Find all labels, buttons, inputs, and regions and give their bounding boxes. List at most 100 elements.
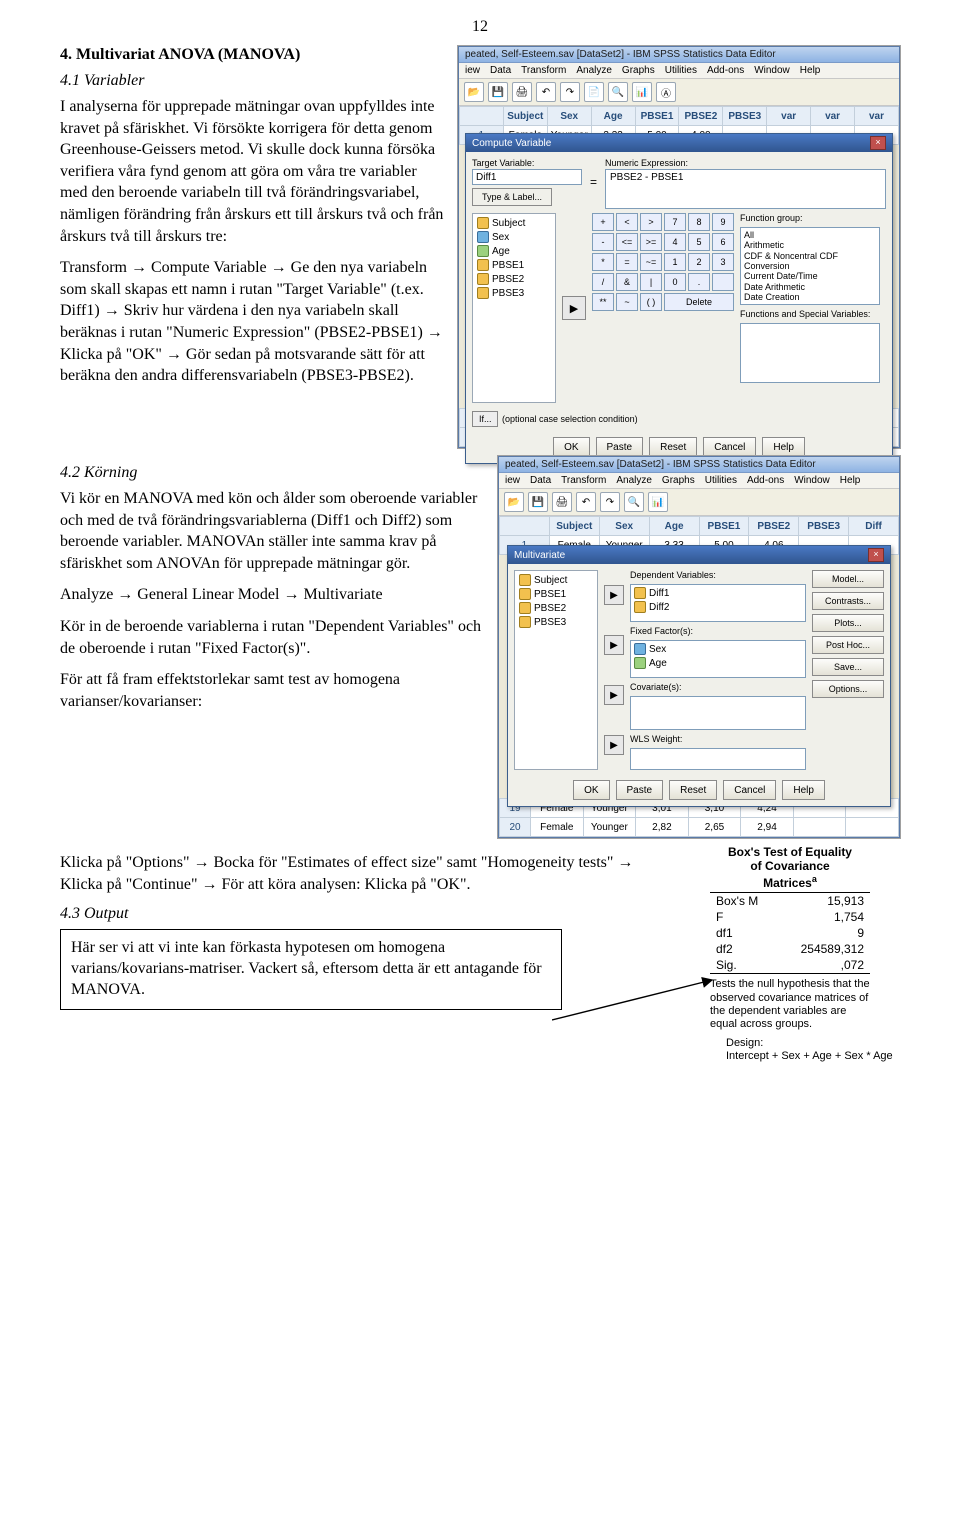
menu-addons[interactable]: Add-ons [707,65,744,76]
chart-icon[interactable]: 📊 [632,82,652,102]
key[interactable]: 3 [712,253,734,271]
grid-cell[interactable]: Female [531,818,584,837]
menu-help[interactable]: Help [840,475,861,486]
fn-group-item[interactable]: Current Date/Time [744,271,876,281]
covariates-box[interactable] [630,696,806,730]
key[interactable]: ~ [616,293,638,311]
move-right-button[interactable]: ▶ [562,296,586,320]
move-to-covariate-button[interactable]: ▶ [604,685,624,705]
close-icon[interactable]: × [870,136,886,150]
help-button[interactable]: Help [782,780,825,800]
key[interactable]: >= [640,233,662,251]
chart-icon[interactable]: 📊 [648,492,668,512]
menu-window[interactable]: Window [754,65,790,76]
key[interactable]: ( ) [640,293,662,311]
ok-button[interactable]: OK [553,437,589,457]
menu-addons[interactable]: Add-ons [747,475,784,486]
grid-cell[interactable] [793,818,846,837]
menu-graphs[interactable]: Graphs [622,65,655,76]
key[interactable]: = [616,253,638,271]
key[interactable]: ** [592,293,614,311]
if-button[interactable]: If... [472,411,498,427]
key[interactable]: - [592,233,614,251]
options-button[interactable]: Options... [812,680,884,698]
key[interactable]: <= [616,233,638,251]
key[interactable]: | [640,273,662,291]
redo-icon[interactable]: ↷ [560,82,580,102]
fn-group-item[interactable]: CDF & Noncentral CDF [744,251,876,261]
dependent-variables-box[interactable]: Diff1 Diff2 [630,584,806,622]
cancel-button[interactable]: Cancel [703,437,756,457]
key[interactable]: 4 [664,233,686,251]
variable-list[interactable]: Subject Sex Age PBSE1 PBSE2 PBSE3 [472,213,556,403]
delete-key[interactable]: Delete [664,293,734,311]
find-icon[interactable]: 🔍 [624,492,644,512]
menu-transform[interactable]: Transform [561,475,606,486]
key[interactable]: . [688,273,710,291]
find-icon[interactable]: 🔍 [608,82,628,102]
key[interactable]: 1 [664,253,686,271]
goto-icon[interactable]: 📄 [584,82,604,102]
fn-group-item[interactable]: Conversion [744,261,876,271]
grid-cell[interactable]: 2,82 [636,818,689,837]
key[interactable]: & [616,273,638,291]
paste-button[interactable]: Paste [596,437,644,457]
ok-button[interactable]: OK [573,780,609,800]
key[interactable] [712,273,734,291]
key[interactable]: 8 [688,213,710,231]
fn-group-item[interactable]: Date Arithmetic [744,282,876,292]
paste-button[interactable]: Paste [616,780,664,800]
key[interactable]: 2 [688,253,710,271]
print-icon[interactable]: 🖨 [512,82,532,102]
grid-cell[interactable]: Younger [583,818,636,837]
key[interactable]: * [592,253,614,271]
open-icon[interactable]: 📂 [504,492,524,512]
numeric-expression-input[interactable]: PBSE2 - PBSE1 [605,169,886,209]
menu-view[interactable]: iew [465,65,480,76]
close-icon[interactable]: × [868,548,884,562]
menu-data[interactable]: Data [530,475,551,486]
move-to-dependent-button[interactable]: ▶ [604,585,624,605]
menu-analyze[interactable]: Analyze [616,475,652,486]
move-to-fixed-button[interactable]: ▶ [604,635,624,655]
redo-icon[interactable]: ↷ [600,492,620,512]
key[interactable]: > [640,213,662,231]
key[interactable]: < [616,213,638,231]
functions-special-list[interactable] [740,323,880,383]
posthoc-button[interactable]: Post Hoc... [812,636,884,654]
value-labels-icon[interactable]: Ⓐ [656,82,676,102]
menu-window[interactable]: Window [794,475,830,486]
model-button[interactable]: Model... [812,570,884,588]
undo-icon[interactable]: ↶ [576,492,596,512]
fn-group-item[interactable]: Date Creation [744,292,876,302]
fixed-factors-box[interactable]: Sex Age [630,640,806,678]
key[interactable]: / [592,273,614,291]
key[interactable]: 6 [712,233,734,251]
menu-view[interactable]: iew [505,475,520,486]
help-button[interactable]: Help [762,437,805,457]
variable-list[interactable]: Subject PBSE1 PBSE2 PBSE3 [514,570,598,770]
fn-group-item[interactable]: All [744,230,876,240]
reset-button[interactable]: Reset [649,437,697,457]
key[interactable]: 7 [664,213,686,231]
undo-icon[interactable]: ↶ [536,82,556,102]
open-icon[interactable]: 📂 [464,82,484,102]
grid-cell[interactable]: 2,94 [741,818,794,837]
save-button[interactable]: Save... [812,658,884,676]
cancel-button[interactable]: Cancel [723,780,776,800]
reset-button[interactable]: Reset [669,780,717,800]
menu-utilities[interactable]: Utilities [665,65,697,76]
plots-button[interactable]: Plots... [812,614,884,632]
key[interactable]: 0 [664,273,686,291]
key[interactable]: ~= [640,253,662,271]
menu-help[interactable]: Help [800,65,821,76]
menu-graphs[interactable]: Graphs [662,475,695,486]
grid-cell[interactable]: 2,65 [688,818,741,837]
fn-group-item[interactable]: Arithmetic [744,240,876,250]
grid-cell[interactable] [846,818,899,837]
move-to-wls-button[interactable]: ▶ [604,735,624,755]
menu-data[interactable]: Data [490,65,511,76]
print-icon[interactable]: 🖨 [552,492,572,512]
type-label-button[interactable]: Type & Label... [472,188,552,206]
menu-utilities[interactable]: Utilities [705,475,737,486]
